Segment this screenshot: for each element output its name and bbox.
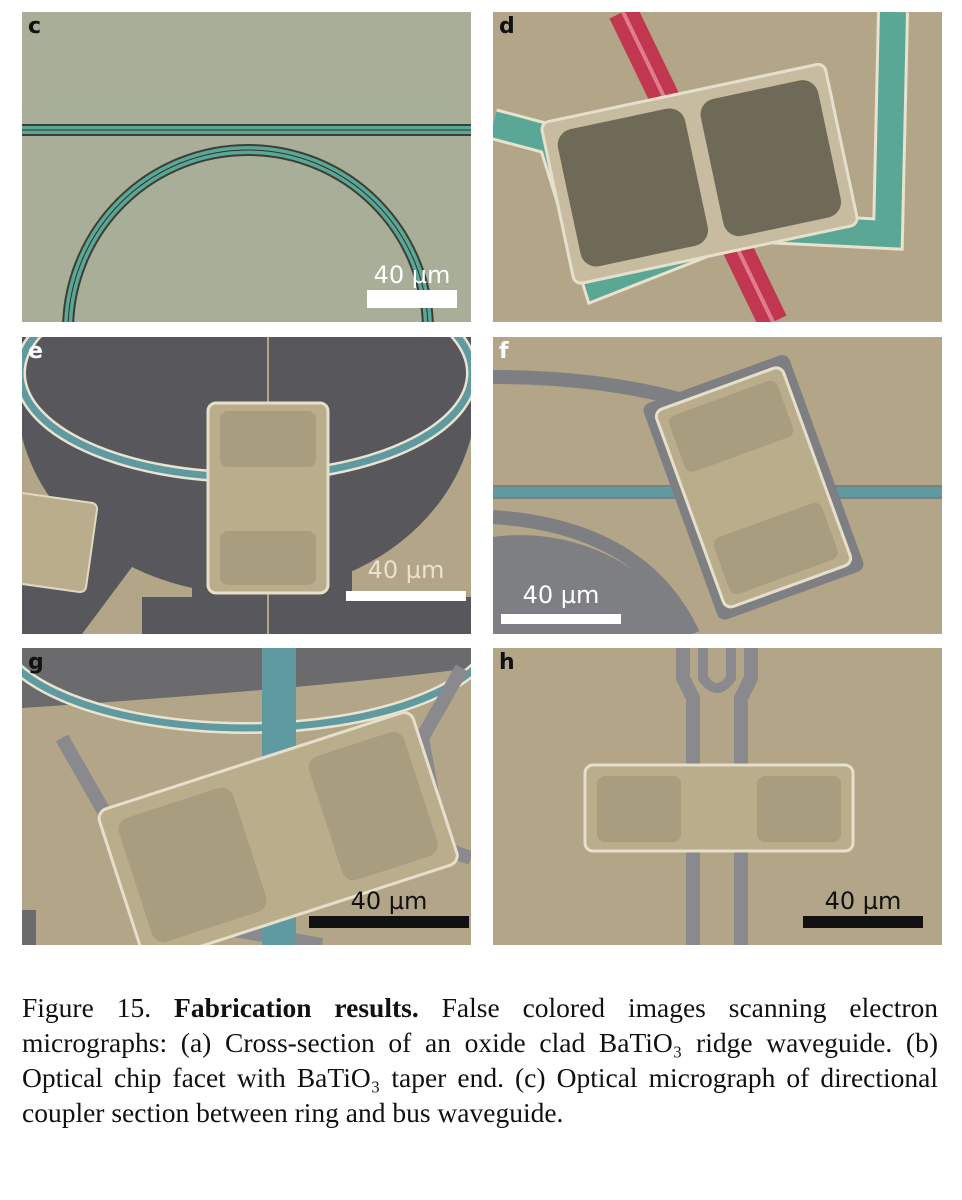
figure-title: Fabrication results. xyxy=(174,992,419,1023)
micrograph-d xyxy=(493,12,909,322)
scale-text-h: 40 µm xyxy=(824,887,902,915)
figure-caption: Figure 15. Fabrication results. False co… xyxy=(22,990,938,1130)
panel-d: d xyxy=(493,12,942,322)
panel-g: g 40 µm xyxy=(22,648,471,945)
scale-line-f xyxy=(501,614,621,624)
panel-label-e: e xyxy=(28,339,43,364)
micrograph-h xyxy=(583,648,855,945)
scale-text-e: 40 µm xyxy=(367,556,445,584)
scale-text-c: 40 µm xyxy=(373,261,451,289)
panel-c: c 40 µm xyxy=(22,12,471,322)
caption-text: False colored images scanning electron m… xyxy=(22,992,938,1128)
scale-bar-e: 40 µm xyxy=(346,557,466,601)
scale-text-f: 40 µm xyxy=(522,581,600,609)
panel-label-h: h xyxy=(499,650,515,675)
micrograph-f xyxy=(493,355,942,634)
micrograph-c xyxy=(22,124,471,322)
scale-bar-c: 40 µm xyxy=(367,262,457,308)
scale-line-c xyxy=(367,290,457,308)
micrograph-e xyxy=(22,337,471,634)
panel-label-g: g xyxy=(28,650,44,675)
micrograph-g xyxy=(22,648,471,945)
scale-bar-f: 40 µm xyxy=(501,582,621,624)
scale-bar-g: 40 µm xyxy=(309,888,469,928)
panel-f: f 40 µm xyxy=(493,337,942,634)
panel-label-c: c xyxy=(28,14,42,39)
figure-number: Figure 15. xyxy=(22,992,152,1023)
panel-label-f: f xyxy=(499,339,509,364)
panel-h: h 40 µm xyxy=(493,648,942,945)
scale-bar-h: 40 µm xyxy=(803,888,923,928)
scale-line-g xyxy=(309,916,469,928)
scale-line-e xyxy=(346,591,466,601)
panel-e: e 40 µm xyxy=(22,337,471,634)
scale-line-h xyxy=(803,916,923,928)
scale-text-g: 40 µm xyxy=(350,887,428,915)
panel-label-d: d xyxy=(499,14,515,39)
